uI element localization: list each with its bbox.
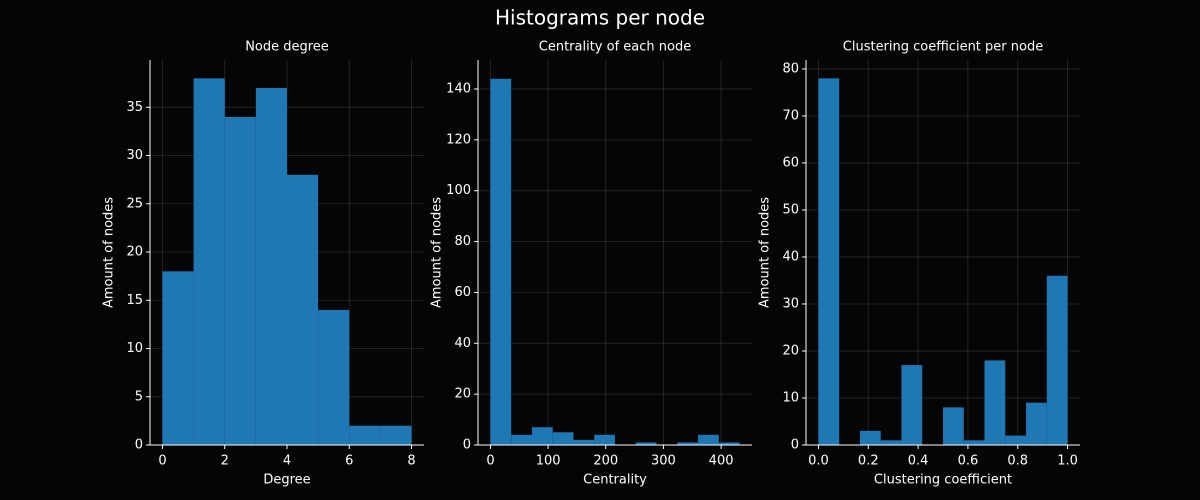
x-tick-label: 6 <box>345 454 353 469</box>
y-tick-label: 50 <box>782 202 799 217</box>
histogram-bar <box>511 434 532 445</box>
x-tick-label: 0.0 <box>808 454 829 469</box>
histogram-bar <box>193 78 225 445</box>
y-tick-label: 60 <box>782 155 799 170</box>
x-tick-label: 4 <box>283 454 291 469</box>
x-tick-label: 200 <box>593 454 618 469</box>
y-tick-label: 0 <box>135 438 143 453</box>
y-axis-label: Amount of nodes <box>430 197 445 308</box>
y-axis-label: Amount of nodes <box>102 197 117 308</box>
x-tick-label: 0 <box>486 454 494 469</box>
axes-title: Clustering coefficient per node <box>843 40 1043 55</box>
x-tick-label: 0.4 <box>908 454 929 469</box>
axes-title: Node degree <box>245 40 329 55</box>
histogram-bar <box>531 427 553 445</box>
histogram-bar <box>573 439 595 445</box>
y-tick-label: 40 <box>454 336 471 351</box>
y-tick-label: 20 <box>126 245 143 260</box>
histogram-bar <box>963 440 985 445</box>
y-tick-label: 20 <box>782 343 799 358</box>
x-tick-label: 300 <box>651 454 676 469</box>
histogram-bar <box>698 434 719 445</box>
histogram-bar <box>1046 275 1068 445</box>
y-tick-label: 0 <box>463 438 471 453</box>
y-tick-label: 30 <box>126 148 143 163</box>
x-tick-label: 0.8 <box>1007 454 1028 469</box>
y-axis-label: Amount of nodes <box>758 197 773 308</box>
y-tick-label: 35 <box>126 100 143 115</box>
histogram-bar <box>287 174 319 445</box>
histogram-bar <box>984 360 1006 445</box>
y-tick-label: 15 <box>126 293 143 308</box>
y-tick-label: 20 <box>454 387 471 402</box>
histogram-bar <box>255 87 287 445</box>
histogram-bar <box>380 425 412 445</box>
x-tick-label: 0.2 <box>858 454 879 469</box>
y-tick-label: 25 <box>126 196 143 211</box>
x-axis-label: Centrality <box>583 473 647 488</box>
y-tick-label: 80 <box>782 61 799 76</box>
x-tick-label: 0.6 <box>958 454 979 469</box>
y-tick-label: 60 <box>454 285 471 300</box>
x-tick-label: 400 <box>709 454 734 469</box>
x-tick-label: 2 <box>221 454 229 469</box>
histogram-bar <box>318 309 350 445</box>
histogram-bar <box>677 442 699 445</box>
histogram-bar <box>224 116 256 446</box>
axes-title: Centrality of each node <box>539 40 691 55</box>
histogram-bar <box>718 442 740 445</box>
y-tick-label: 140 <box>446 81 471 96</box>
histogram-bar <box>943 407 964 445</box>
y-tick-label: 5 <box>135 389 143 404</box>
y-tick-label: 70 <box>782 108 799 123</box>
histogram-bar <box>490 78 512 446</box>
histogram-bar <box>859 430 881 445</box>
histogram-bar <box>349 425 381 445</box>
histogram-bar <box>552 432 574 445</box>
y-tick-label: 10 <box>782 390 799 405</box>
y-tick-label: 120 <box>446 132 471 147</box>
histogram-bar <box>162 271 194 445</box>
histogram-bar <box>1026 402 1047 445</box>
figure-title: Histograms per node <box>495 6 705 30</box>
histogram-bar <box>901 365 923 445</box>
histogram-bar <box>818 78 840 445</box>
x-axis-label: Clustering coefficient <box>874 473 1012 488</box>
y-tick-label: 0 <box>791 438 799 453</box>
y-tick-label: 10 <box>126 341 143 356</box>
x-tick-label: 0 <box>158 454 166 469</box>
histogram-bar <box>1005 435 1027 445</box>
x-tick-label: 1.0 <box>1057 454 1078 469</box>
y-tick-label: 100 <box>446 183 471 198</box>
histogram-bar <box>594 434 615 445</box>
histogram-bar <box>635 442 657 445</box>
histogram-bar <box>880 440 902 445</box>
x-axis-label: Degree <box>263 473 310 488</box>
y-tick-label: 40 <box>782 249 799 264</box>
x-tick-label: 8 <box>407 454 415 469</box>
y-tick-label: 30 <box>782 296 799 311</box>
y-tick-label: 80 <box>454 234 471 249</box>
x-tick-label: 100 <box>536 454 561 469</box>
